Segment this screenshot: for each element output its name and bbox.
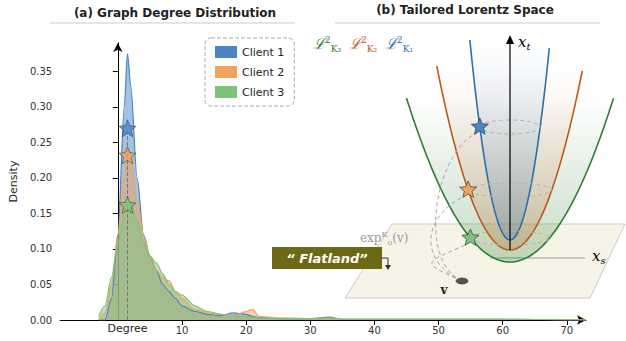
- svg-text:Client 2: Client 2: [242, 66, 284, 79]
- svg-text:(a) Graph Degree Distribution: (a) Graph Degree Distribution: [74, 6, 276, 20]
- html-text:ℒ2: ℒ2: [313, 34, 331, 53]
- svg-text:0.25: 0.25: [30, 137, 52, 148]
- svg-text:0.15: 0.15: [30, 208, 52, 219]
- svg-text:K₃: K₃: [331, 44, 342, 54]
- svg-text:Client 3: Client 3: [242, 86, 284, 99]
- svg-text:Degree: Degree: [107, 322, 147, 335]
- svg-text:0.30: 0.30: [30, 101, 52, 112]
- svg-text:0.10: 0.10: [30, 243, 52, 254]
- svg-text:50: 50: [432, 325, 445, 336]
- svg-text:0.05: 0.05: [30, 279, 52, 290]
- svg-text:30: 30: [304, 325, 317, 336]
- svg-text:t: t: [526, 41, 531, 52]
- svg-text:Client 1: Client 1: [242, 46, 284, 59]
- svg-text:70: 70: [560, 325, 573, 336]
- svg-text:x: x: [518, 33, 527, 51]
- svg-text:o: o: [387, 237, 393, 247]
- svg-text:0.00: 0.00: [30, 315, 52, 326]
- html-text:ℒ2: ℒ2: [349, 34, 367, 53]
- svg-text:(b) Tailored Lorentz Space: (b) Tailored Lorentz Space: [376, 3, 554, 17]
- svg-text:K₂: K₂: [367, 44, 378, 54]
- svg-text:0.35: 0.35: [30, 66, 52, 77]
- svg-text:v: v: [440, 283, 449, 297]
- svg-text:“ Flatland”: “ Flatland”: [286, 251, 367, 266]
- svg-text:0.20: 0.20: [30, 172, 52, 183]
- svg-text:(v): (v): [392, 231, 408, 245]
- svg-text:K: K: [381, 229, 388, 239]
- svg-text:40: 40: [368, 325, 381, 336]
- svg-text:s: s: [600, 255, 605, 266]
- svg-text:x: x: [592, 247, 601, 265]
- svg-text:exp: exp: [360, 231, 382, 245]
- html-text:ℒ2: ℒ2: [385, 34, 403, 53]
- svg-text:K₁: K₁: [403, 44, 413, 54]
- svg-text:Density: Density: [7, 160, 20, 202]
- svg-text:60: 60: [496, 325, 509, 336]
- svg-text:10: 10: [176, 325, 189, 336]
- svg-text:20: 20: [240, 325, 253, 336]
